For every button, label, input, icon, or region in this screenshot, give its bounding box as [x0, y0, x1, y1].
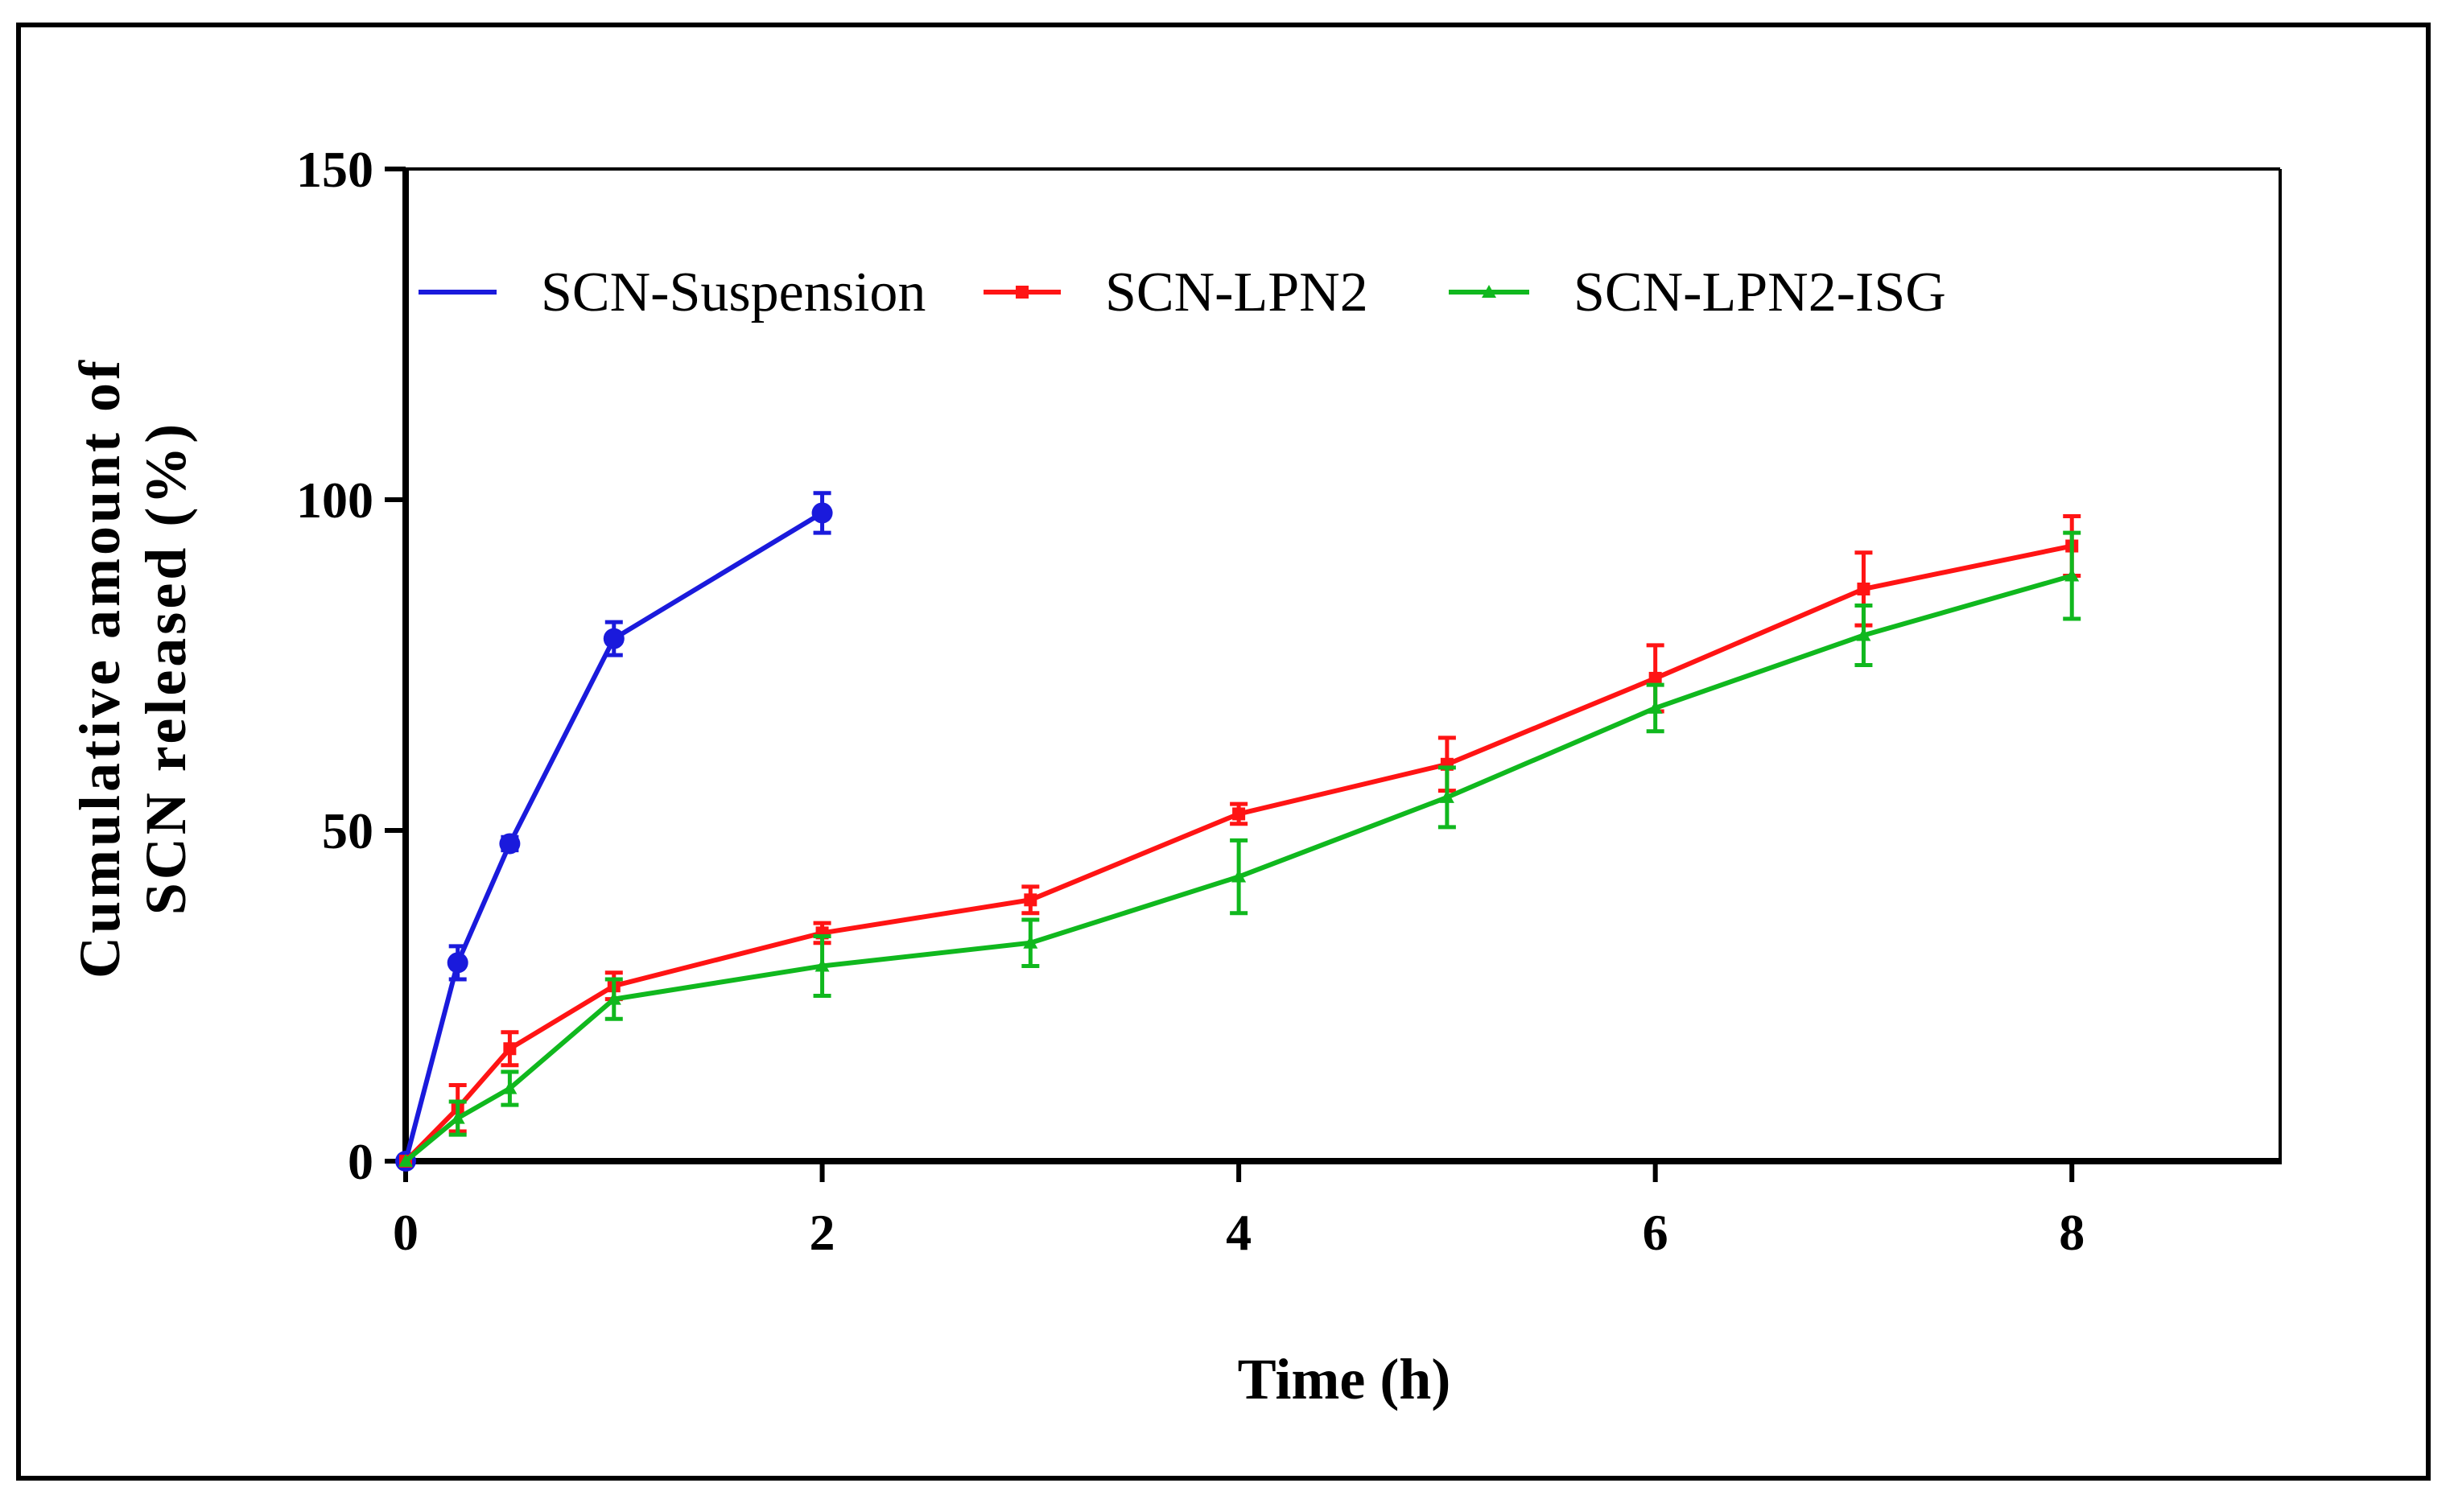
legend-item-scn-lpn2-isg: SCN-LPN2-ISG [1449, 262, 1946, 323]
y-axis-ticks: 0 50 100 150 [296, 141, 406, 1190]
data-point [450, 1110, 465, 1124]
legend-label: SCN-Suspension [541, 262, 926, 323]
legend-label: SCN-LPN2-ISG [1573, 262, 1946, 323]
legend-label: SCN-LPN2 [1105, 262, 1368, 323]
data-point [1856, 628, 1871, 641]
data-point [1232, 807, 1246, 821]
y-axis-title: Cumulative amount of SCN released (%) [68, 357, 198, 978]
data-point [606, 991, 621, 1005]
x-tick-label: 4 [1226, 1204, 1252, 1261]
data-point [1857, 582, 1870, 595]
y-axis-title-line-2: SCN released (%) [134, 421, 198, 916]
data-point [447, 952, 468, 974]
data-point [503, 1042, 517, 1056]
data-point [811, 502, 833, 524]
x-tick-label: 2 [810, 1204, 835, 1261]
data-point [1023, 935, 1038, 949]
data-point [603, 628, 625, 649]
x-axis-ticks: 0 2 4 6 8 [393, 1161, 2085, 1261]
legend-item-scn-lpn2: SCN-LPN2 [984, 262, 1368, 323]
data-point [398, 1154, 413, 1167]
legend-item-scn-suspension: SCN-Suspension [419, 262, 926, 323]
figure-frame [16, 23, 2431, 1481]
y-tick-label: 0 [348, 1133, 373, 1190]
data-point [1648, 700, 1663, 714]
data-point [815, 958, 830, 972]
data-point [2064, 568, 2080, 582]
data-point [1024, 893, 1037, 907]
legend: SCN-Suspension SCN-LPN2 SCN-LPN2-ISG [419, 262, 1946, 323]
axes [402, 167, 2282, 1164]
x-tick-label: 8 [2059, 1204, 2085, 1261]
series-layer [395, 491, 2081, 1172]
data-point [1648, 671, 1662, 685]
y-tick-label: 100 [296, 472, 373, 529]
legend-marker [1482, 285, 1496, 298]
series-line-scn-suspension [403, 510, 824, 1162]
x-axis-title: Time (h) [1238, 1347, 1451, 1411]
x-tick-label: 6 [1643, 1204, 1668, 1261]
data-point [499, 833, 521, 855]
plot-area [406, 167, 2282, 1161]
series-scn-lpn2-isg [398, 530, 2081, 1167]
series-scn-lpn2 [399, 514, 2081, 1168]
x-tick-label: 0 [393, 1204, 419, 1261]
y-tick-label: 50 [322, 802, 373, 859]
data-point [502, 1081, 518, 1094]
data-point [1231, 869, 1247, 883]
y-axis-title-line-1: Cumulative amount of [68, 357, 132, 978]
y-tick-label: 150 [296, 141, 373, 198]
data-point [1439, 789, 1454, 803]
series-scn-suspension [395, 491, 833, 1172]
legend-marker [1016, 286, 1029, 299]
